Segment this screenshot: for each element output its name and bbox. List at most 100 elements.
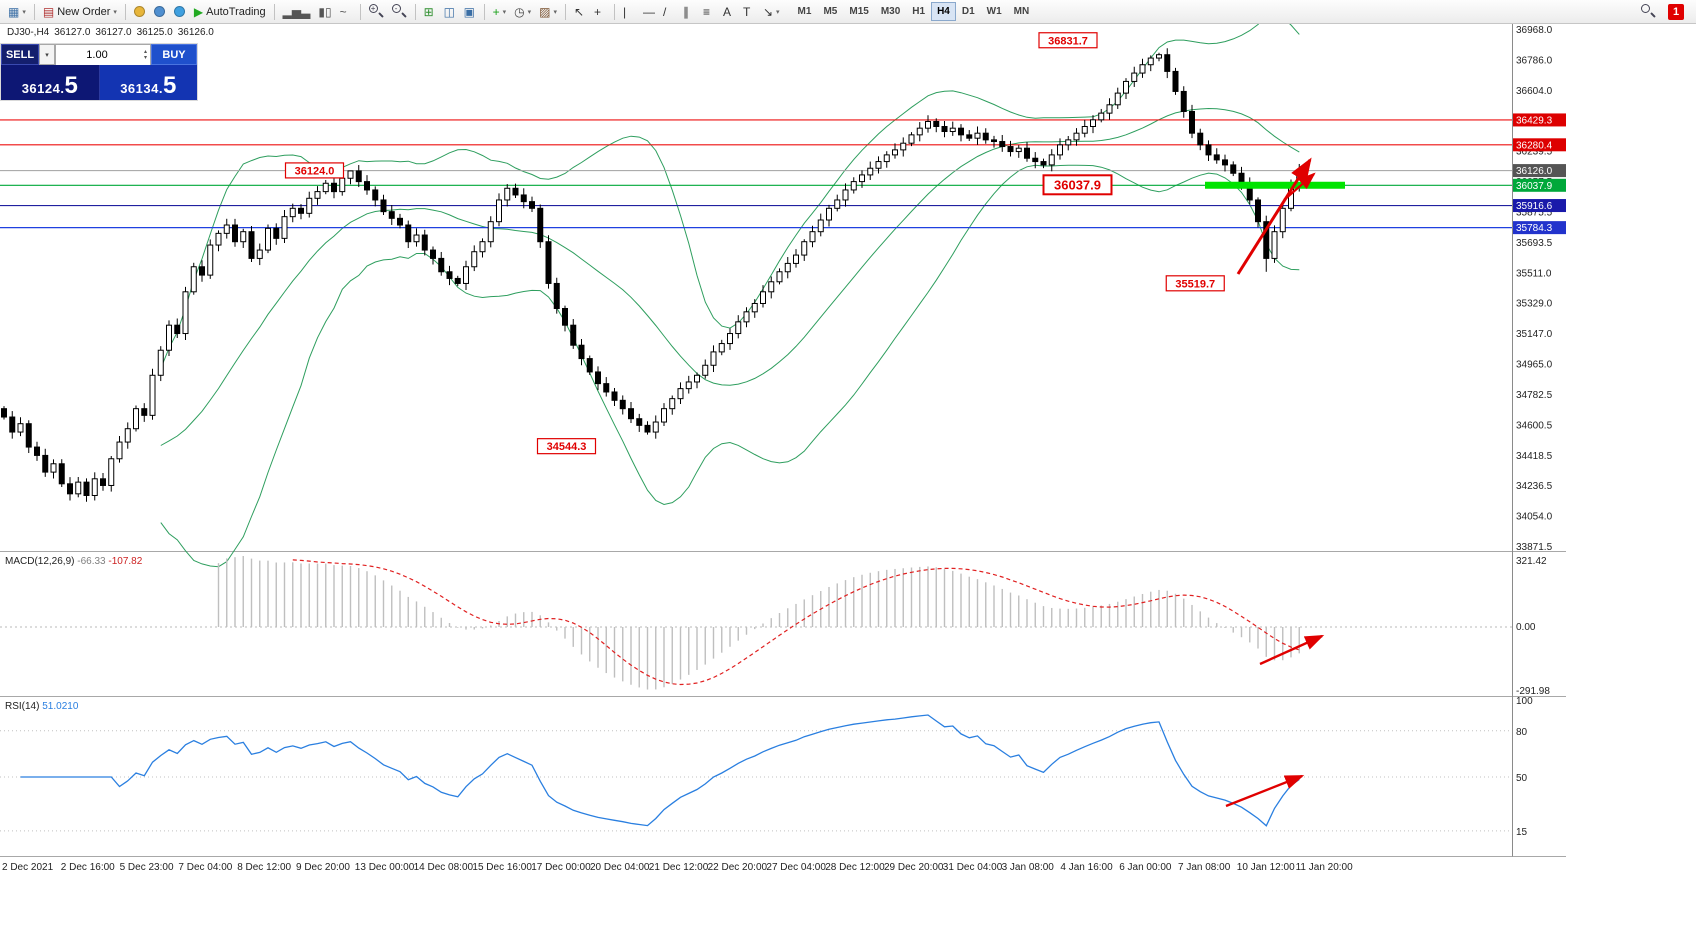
order-controls-row: SELL ▾ ▴▾ BUY — [1, 44, 197, 65]
time-label: 2 Dec 16:00 — [60, 862, 115, 873]
buy-price-big-digit: 5 — [162, 71, 177, 99]
crosshair-button[interactable]: + — [590, 2, 610, 22]
svg-text:34782.5: 34782.5 — [1516, 390, 1553, 401]
text-label-button[interactable]: T — [739, 2, 759, 22]
time-label: 13 Dec 00:00 — [354, 862, 415, 873]
timeframe-toolbar: M1 M5 M15 M30 H1 H4 D1 W1 MN — [792, 2, 1036, 21]
buy-price[interactable]: 36134. 5 — [99, 65, 197, 100]
sell-price-big-digit: 5 — [64, 71, 78, 99]
grid-button[interactable]: ⊞ — [420, 2, 440, 22]
timeframe-w1[interactable]: W1 — [981, 2, 1008, 21]
new-order-button[interactable]: ▤ New Order ▾ — [39, 2, 121, 22]
bar-chart-type-button[interactable]: ▂▅▃ — [279, 2, 315, 22]
text-label-icon: T — [742, 4, 751, 19]
new-chart-button[interactable]: ▦ ▾ — [4, 2, 30, 22]
toolbar-right: 1 — [1637, 2, 1692, 22]
spin-up-icon[interactable]: ▴ — [143, 48, 147, 55]
fibonacci-button[interactable]: ≡ — [699, 2, 719, 22]
svg-text:100: 100 — [1516, 696, 1533, 707]
spin-down-icon[interactable]: ▾ — [143, 54, 147, 61]
trendline-icon: / — [662, 4, 667, 19]
trend-arrows[interactable] — [1225, 157, 1325, 808]
trendline-button[interactable]: / — [659, 2, 679, 22]
sell-button[interactable]: SELL — [1, 44, 39, 65]
time-label: 11 Jan 20:00 — [1295, 862, 1353, 873]
timeframe-mn[interactable]: MN — [1008, 2, 1036, 21]
text-button[interactable]: A — [719, 2, 739, 22]
services-button[interactable] — [170, 2, 190, 22]
horizontal-line-icon: — — [642, 4, 655, 19]
svg-text:35329.0: 35329.0 — [1516, 299, 1553, 310]
new-order-icon: ▤ — [42, 4, 55, 19]
toolbar-separator — [359, 3, 361, 20]
svg-text:34600.5: 34600.5 — [1516, 420, 1553, 431]
svg-text:34418.5: 34418.5 — [1516, 451, 1553, 462]
time-label: 20 Dec 04:00 — [590, 862, 650, 873]
volume-preset-dropdown[interactable]: ▾ — [39, 44, 55, 65]
timeframe-h1[interactable]: H1 — [906, 2, 931, 21]
macd-main-value: -66.33 — [77, 556, 106, 567]
chart-ohlc-header: DJ30-,H4 36127.0 36127.0 36125.0 36126.0 — [7, 27, 219, 38]
sell-price[interactable]: 36124. 5 — [1, 65, 100, 100]
timeframe-m15[interactable]: M15 — [843, 2, 874, 21]
layouts-button[interactable] — [130, 2, 150, 22]
trend-arrow — [1236, 157, 1312, 275]
price-chart-canvas[interactable]: 36968.036786.036604.036421.536239.536057… — [0, 24, 1568, 942]
time-label: 28 Dec 12:00 — [825, 862, 885, 873]
search-button[interactable] — [1637, 2, 1660, 22]
high-value: 36127.0 — [95, 27, 132, 38]
order-prices-row: 36124. 5 36134. 5 — [1, 65, 197, 100]
macd-axis: 321.42 0.00 -291.98 — [1516, 556, 1550, 697]
trend-arrow — [1283, 172, 1316, 201]
svg-text:36037.9: 36037.9 — [1054, 177, 1101, 192]
arrows-button[interactable]: ↘ ▾ — [759, 2, 784, 22]
volume-spinner[interactable]: ▴ ▾ — [142, 45, 149, 64]
horizontal-line-button[interactable]: — — [639, 2, 659, 22]
crosshair-icon: + — [593, 4, 601, 19]
rsi-axis: 100 80 50 15 — [1516, 696, 1533, 838]
community-button[interactable] — [150, 2, 170, 22]
cursor-button[interactable]: ↖ — [570, 2, 590, 22]
timeframe-m30[interactable]: M30 — [875, 2, 906, 21]
zoom-out-button[interactable]: - — [388, 2, 411, 22]
cascade-windows-button[interactable]: ▣ — [460, 2, 480, 22]
timeframe-d1[interactable]: D1 — [956, 2, 981, 21]
timeframe-m5[interactable]: M5 — [817, 2, 843, 21]
chevron-down-icon: ▾ — [113, 8, 117, 16]
chevron-down-icon: ▾ — [22, 8, 26, 16]
toolbar-separator — [33, 3, 35, 20]
indicators-button[interactable]: + ▾ — [489, 2, 511, 22]
time-label: 2 Dec 2021 — [2, 862, 54, 873]
svg-text:15: 15 — [1516, 827, 1528, 838]
periods-button[interactable]: ◷ ▾ — [510, 2, 535, 22]
volume-input[interactable] — [56, 45, 150, 65]
svg-text:34965.0: 34965.0 — [1516, 360, 1553, 371]
svg-text:0.00: 0.00 — [1516, 622, 1536, 633]
autotrading-button[interactable]: ▶ AutoTrading — [190, 2, 270, 22]
svg-text:36037.9: 36037.9 — [1516, 181, 1553, 192]
community-icon — [153, 6, 165, 17]
candle-chart-type-button[interactable]: ▮▯ — [314, 2, 335, 22]
equidistant-channel-button[interactable]: ∥ — [679, 2, 699, 22]
timeframe-h4[interactable]: H4 — [931, 2, 956, 21]
line-chart-type-button[interactable]: ~ — [336, 2, 356, 22]
templates-button[interactable]: ▨ ▾ — [535, 2, 561, 22]
buy-price-main: 36134. — [120, 81, 163, 96]
svg-text:34236.5: 34236.5 — [1516, 481, 1553, 492]
zoom-in-button[interactable]: + — [365, 2, 388, 22]
time-label: 5 Dec 23:00 — [119, 862, 174, 873]
chevron-down-icon: ▾ — [527, 8, 532, 16]
toolbar-separator — [414, 3, 416, 20]
buy-button[interactable]: BUY — [151, 44, 197, 65]
tile-windows-button[interactable]: ◫ — [440, 2, 460, 22]
callout-box — [1038, 32, 1098, 49]
notification-badge[interactable]: 1 — [1668, 3, 1684, 20]
rsi-indicator-label: RSI(14) 51.0210 — [5, 701, 78, 712]
timeframe-m1[interactable]: M1 — [792, 2, 818, 21]
periods-icon: ◷ — [514, 4, 525, 19]
one-click-trading-panel: SELL ▾ ▴▾ BUY 36124.5 36134.5 — [1, 44, 197, 100]
time-label: 7 Dec 04:00 — [178, 862, 233, 873]
vertical-line-button[interactable]: | — [619, 2, 639, 22]
chevron-down-icon: ▾ — [45, 51, 49, 59]
